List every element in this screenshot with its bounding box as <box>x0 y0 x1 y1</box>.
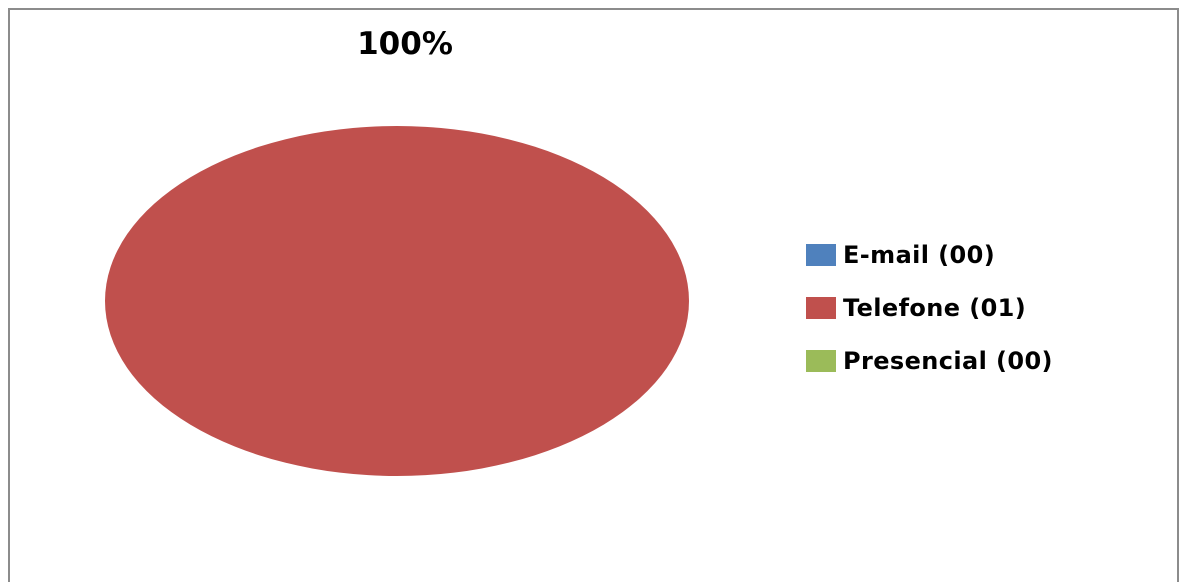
legend-swatch-presencial <box>806 349 836 372</box>
legend-item-email: E-mail (00) <box>806 228 1053 281</box>
legend-item-presencial: Presencial (00) <box>806 334 1053 387</box>
legend-swatch-telefone <box>806 296 836 319</box>
legend-item-telefone: Telefone (01) <box>806 281 1053 334</box>
legend: E-mail (00) Telefone (01) Presencial (00… <box>806 228 1053 387</box>
legend-swatch-email <box>806 243 836 266</box>
data-label-telefone: 100% <box>357 26 453 62</box>
pie-slice-telefone <box>105 126 689 476</box>
legend-label-presencial: Presencial (00) <box>843 346 1053 375</box>
legend-label-telefone: Telefone (01) <box>843 293 1027 322</box>
legend-label-email: E-mail (00) <box>843 240 996 269</box>
